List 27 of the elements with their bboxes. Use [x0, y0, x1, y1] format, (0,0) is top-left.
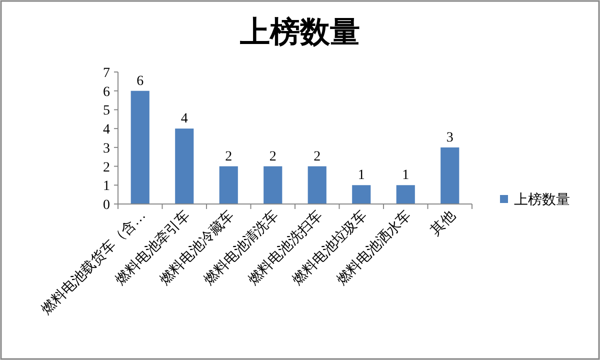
bar: [396, 185, 415, 204]
y-tick-label: 3: [103, 141, 110, 156]
bar: [308, 166, 326, 204]
data-label: 2: [314, 149, 321, 164]
bar: [352, 185, 371, 204]
bar: [440, 147, 460, 204]
data-label: 1: [358, 168, 365, 184]
data-label: 1: [402, 168, 410, 184]
y-tick-label: 4: [103, 122, 110, 138]
bar: [264, 166, 282, 204]
y-tick-label: 2: [103, 160, 110, 176]
chart-title: 上榜数量: [239, 16, 360, 49]
data-label: 2: [269, 149, 276, 164]
data-label: 4: [180, 112, 188, 127]
data-label: 2: [225, 149, 232, 164]
y-tick-label: 7: [103, 66, 110, 81]
data-label: 6: [136, 74, 144, 89]
y-tick-label: 6: [103, 84, 110, 100]
y-tick-label: 0: [103, 198, 110, 213]
x-tick-label: 其他: [428, 208, 459, 239]
bar: [175, 128, 194, 204]
y-tick-label: 5: [103, 104, 110, 119]
y-tick-label: 1: [103, 179, 110, 194]
bar: [219, 166, 238, 204]
legend-label: 上榜数量: [514, 192, 570, 208]
data-label: 3: [446, 130, 454, 146]
bar: [130, 90, 150, 204]
